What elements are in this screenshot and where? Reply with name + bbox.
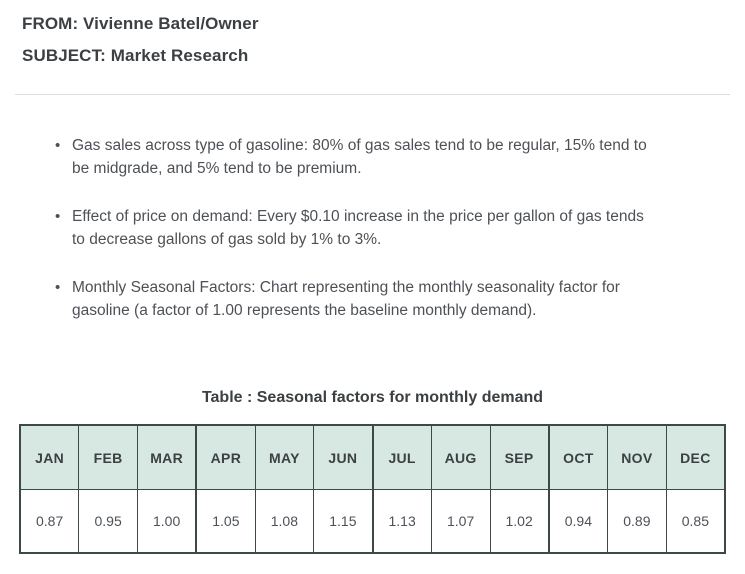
factor-value-cell: 1.05 [195,489,256,554]
factor-value-cell: 1.00 [137,489,197,554]
bullet-text: Monthly Seasonal Factors: Chart represen… [72,276,723,322]
factor-value-cell: 1.07 [430,489,491,554]
month-header-cell: MAY [254,424,315,490]
month-header-cell: JUL [371,424,432,490]
seasonal-factors-table: JAN FEB MAR APR MAY JUN JUL AUG SEP OCT … [19,424,726,554]
month-header-cell: MAR [137,424,197,490]
factor-value-cell: 1.02 [489,489,550,554]
month-header-cell: FEB [78,424,138,490]
month-header-cell: JUN [313,424,373,490]
factor-value-cell: 1.15 [313,489,373,554]
memo-header: FROM: Vivienne Batel/Owner SUBJECT: Mark… [0,0,745,72]
month-header-cell: SEP [489,424,550,490]
bullet-text-line: gasoline (a factor of 1.00 represents th… [72,302,537,319]
bullet-dot-icon: • [55,279,61,296]
factor-value-cell: 0.85 [665,489,726,554]
month-header-cell: APR [195,424,256,490]
bullet-text-line: Monthly Seasonal Factors: Chart represen… [72,279,620,296]
bullet-dot-icon: • [55,137,61,154]
factor-value-cell: 1.13 [371,489,432,554]
factor-value-cell: 0.87 [19,489,80,554]
month-header-cell: OCT [547,424,608,490]
bullet-text: Gas sales across type of gasoline: 80% o… [72,134,723,180]
bullet-text-line: to decrease gallons of gas sold by 1% to… [72,231,382,248]
memo-from-line: FROM: Vivienne Batel/Owner [22,14,259,33]
bullet-text-line: be midgrade, and 5% tend to be premium. [72,160,362,177]
factor-value-cell: 1.08 [254,489,315,554]
bullet-item-price-effect: • Effect of price on demand: Every $0.10… [22,205,723,251]
table-title: Table : Seasonal factors for monthly dem… [201,389,544,406]
bullet-list: • Gas sales across type of gasoline: 80%… [22,134,723,322]
factor-value-cell: 0.94 [547,489,608,554]
bullet-text-line: Effect of price on demand: Every $0.10 i… [72,208,644,225]
header-divider [15,94,730,95]
month-header-cell: NOV [607,424,667,490]
month-header-cell: JAN [19,424,80,490]
month-header-cell: AUG [430,424,491,490]
month-header-row: JAN FEB MAR APR MAY JUN JUL AUG SEP OCT … [19,424,726,490]
bullet-text-line: Gas sales across type of gasoline: 80% o… [72,137,647,154]
bullet-dot-icon: • [55,208,61,225]
factor-value-row: 0.87 0.95 1.00 1.05 1.08 1.15 1.13 1.07 … [19,489,726,554]
factor-value-cell: 0.95 [78,489,138,554]
month-header-cell: DEC [665,424,726,490]
factor-value-cell: 0.89 [607,489,667,554]
memo-subject-line: SUBJECT: Market Research [22,46,249,65]
bullet-text: Effect of price on demand: Every $0.10 i… [72,205,723,251]
bullet-item-gas-sales: • Gas sales across type of gasoline: 80%… [22,134,723,180]
bullet-item-seasonal-factors: • Monthly Seasonal Factors: Chart repres… [22,276,723,322]
